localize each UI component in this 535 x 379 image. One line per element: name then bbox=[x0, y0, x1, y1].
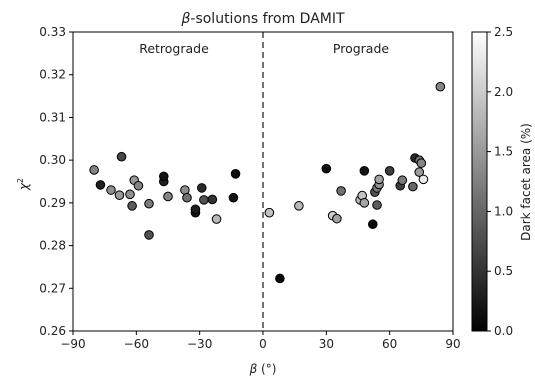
data-point bbox=[359, 198, 370, 208]
x-tick-label: 60 bbox=[382, 337, 397, 351]
data-point bbox=[144, 230, 154, 240]
data-point bbox=[190, 204, 201, 215]
data-point bbox=[230, 169, 241, 179]
chart-title: β-solutions from DAMIT bbox=[180, 11, 345, 27]
data-point bbox=[359, 166, 370, 176]
colorbar bbox=[471, 31, 488, 332]
data-point bbox=[163, 191, 173, 202]
y-tick-label: 0.30 bbox=[39, 153, 66, 167]
data-point bbox=[374, 174, 384, 185]
x-tick-label: −60 bbox=[124, 337, 149, 351]
data-point bbox=[418, 174, 429, 185]
data-point bbox=[294, 201, 304, 211]
colorbar-tick-label: 0.5 bbox=[494, 264, 513, 278]
x-tick-label: −90 bbox=[60, 337, 85, 351]
data-point bbox=[89, 165, 99, 175]
data-point bbox=[372, 200, 382, 210]
data-point bbox=[321, 163, 332, 174]
data-point bbox=[264, 207, 275, 218]
colorbar-tick-label: 1.0 bbox=[494, 204, 513, 218]
data-point bbox=[275, 273, 285, 284]
data-point bbox=[397, 175, 408, 186]
data-point bbox=[332, 213, 342, 224]
colorbar-tick-label: 0.0 bbox=[494, 324, 513, 338]
data-point bbox=[199, 195, 209, 205]
data-point bbox=[116, 151, 127, 162]
y-tick-label: 0.28 bbox=[39, 239, 66, 253]
x-tick-label: 0 bbox=[259, 337, 267, 351]
data-point bbox=[211, 214, 222, 224]
data-point bbox=[133, 180, 144, 191]
data-point bbox=[228, 192, 239, 203]
data-point bbox=[127, 201, 137, 211]
colorbar-tick-label: 2.5 bbox=[494, 25, 513, 39]
x-tick-label: −30 bbox=[187, 337, 212, 351]
y-axis-label: χ2 bbox=[16, 178, 31, 191]
data-point bbox=[367, 219, 378, 230]
y-tick-label: 0.32 bbox=[39, 68, 66, 82]
colorbar-ticks: 0.0 0.5 1.0 1.5 2.0 2.5 bbox=[487, 25, 513, 338]
axis-ticks: −90 −60 −30 0 30 60 90 0.26 0.27 0.28 0.29 0.30 0.31… bbox=[39, 25, 460, 351]
x-axis-label: β (°) bbox=[249, 362, 277, 376]
y-tick-label: 0.33 bbox=[39, 25, 66, 39]
data-point bbox=[408, 181, 418, 192]
colorbar-tick-label: 1.5 bbox=[494, 145, 513, 159]
y-tick-label: 0.31 bbox=[39, 110, 66, 124]
prograde-label: Prograde bbox=[333, 41, 389, 56]
retrograde-label: Retrograde bbox=[139, 41, 209, 56]
data-point bbox=[196, 183, 207, 193]
y-tick-label: 0.27 bbox=[39, 281, 66, 295]
data-point bbox=[207, 194, 218, 205]
data-point bbox=[336, 186, 346, 196]
data-point bbox=[95, 180, 106, 190]
y-tick-label: 0.26 bbox=[39, 324, 66, 338]
data-point bbox=[435, 81, 446, 92]
data-point bbox=[144, 198, 154, 209]
data-point bbox=[158, 171, 169, 182]
x-tick-label: 30 bbox=[319, 337, 334, 351]
data-point bbox=[416, 158, 427, 168]
colorbar-label: Dark facet area (%) bbox=[519, 123, 533, 241]
colorbar-tick-label: 2.0 bbox=[494, 85, 513, 99]
scatter-points bbox=[89, 81, 446, 284]
data-point bbox=[125, 189, 135, 200]
data-point bbox=[106, 185, 116, 195]
data-point bbox=[414, 167, 425, 177]
y-tick-label: 0.29 bbox=[39, 196, 66, 210]
data-point bbox=[114, 190, 125, 200]
data-point bbox=[384, 166, 395, 176]
data-point bbox=[182, 192, 192, 203]
x-tick-label: 90 bbox=[445, 337, 460, 351]
